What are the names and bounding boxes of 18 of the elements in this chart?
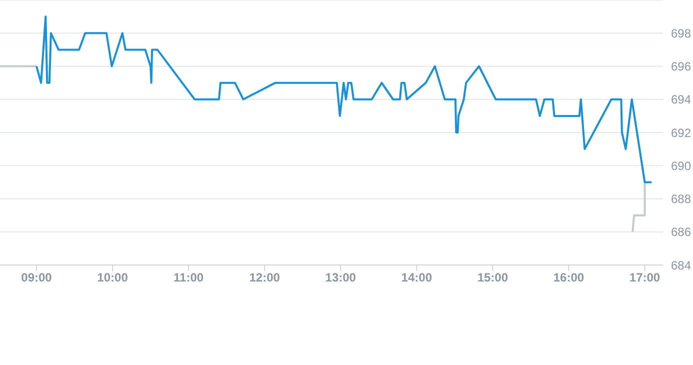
x-tick-label: 16:00 (553, 270, 584, 285)
x-tick-label: 13:00 (325, 270, 356, 285)
y-tick-label: 692 (671, 126, 692, 140)
x-tick-label: 17:00 (629, 270, 660, 285)
x-tick-label: 15:00 (477, 270, 508, 285)
line-series (35, 16, 653, 184)
y-tick-label: 698 (671, 26, 692, 40)
x-tick-label: 09:00 (21, 270, 52, 285)
x-tick-label: 14:00 (401, 270, 432, 285)
x-tick-label: 11:00 (174, 270, 204, 285)
x-tick-label: 12:00 (249, 270, 280, 285)
y-tick-label: 684 (671, 258, 692, 272)
y-tick-label: 694 (671, 92, 692, 107)
y-tick-label: 688 (671, 192, 692, 206)
y-tick-label: 696 (671, 60, 692, 74)
y-tick-label: 690 (671, 158, 692, 173)
x-tick-label: 10:00 (97, 270, 128, 285)
y-tick-label: 686 (671, 225, 692, 240)
